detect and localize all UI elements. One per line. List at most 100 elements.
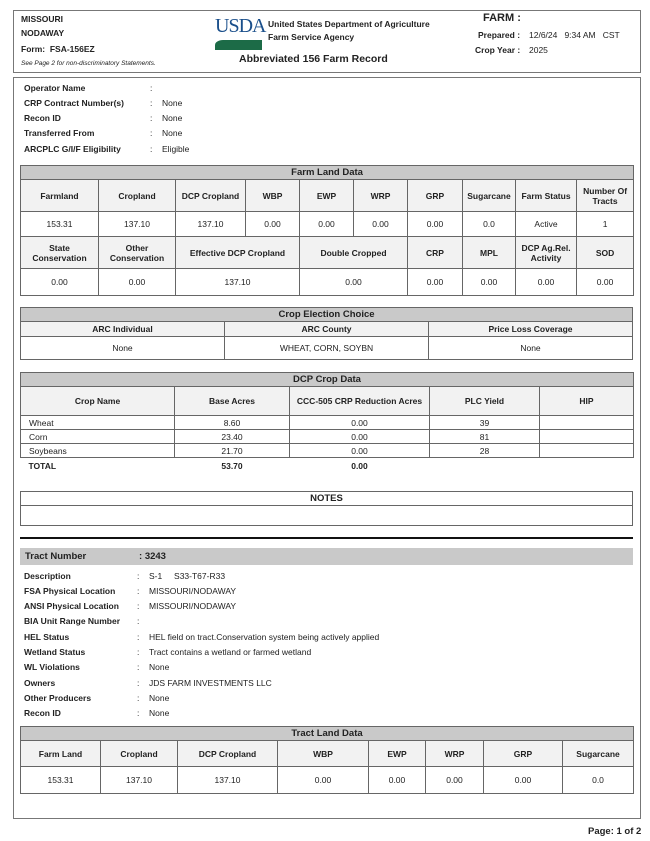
column-header: SOD [575,236,635,269]
table-cell [538,415,635,430]
table-cell: 0.00 [368,766,426,794]
column-header: WBP [245,179,300,212]
tract-land-table: Tract Land Data Farm Land Cropland DCP Cro… [19,726,635,794]
farm-land-table: Farm Land Data Farmland Cropland DCP Cropl… [19,165,635,296]
column-header: Number Of Tracts [575,179,635,212]
tract-number: 3243 [144,551,166,562]
info-value: None [162,97,183,108]
table-cell: 0.0 [561,766,635,794]
info-label: Owners [24,677,56,688]
column-header: Other Conservation [98,236,176,269]
farm-label: FARM : [483,12,521,24]
table-cell: 0.00 [483,766,563,794]
info-row: BIA Unit Range Number: [24,614,149,629]
info-label: Other Producers [24,692,92,703]
form-label: Form: [21,44,46,54]
state: MISSOURI [21,14,64,24]
info-value: None [149,692,170,703]
table-cell: 81 [429,429,540,444]
total-cell: 53.70 [221,460,243,471]
table-cell: 8.60 [174,415,290,430]
tract-land-title: Tract Land Data [19,726,635,741]
table-cell: None [20,336,225,360]
agency-name: United States Department of Agriculture [268,19,430,29]
notes-content [20,505,633,526]
column-header: Price Loss Coverage [428,321,633,337]
info-label: Recon ID [24,113,61,124]
usda-logo: USDA [215,15,266,52]
info-label: Wetland Status [24,647,86,657]
column-header: DCP Cropland [177,740,278,767]
agency-sub: Farm Service Agency [268,32,355,42]
info-row: Recon ID: None [24,111,182,126]
colon: : [137,692,140,703]
colon: : [137,662,140,673]
info-row: WL Violations: None [24,660,169,675]
table-cell [538,429,635,444]
colon: : [150,143,153,154]
colon: : [150,128,153,139]
info-row: ARCPLC G/I/F Eligibility: Eligible [24,141,189,156]
table-cell: 137.10 [175,211,246,237]
info-label: ANSI Physical Location [24,601,119,612]
info-row: Operator Name: [24,80,162,95]
table-row: Corn 23.40 0.00 81 [20,429,635,444]
colon: : [150,113,153,124]
colon: : [137,631,140,642]
column-header: Farm Status [515,179,577,212]
info-label: Operator Name [24,82,86,93]
info-label: FSA Physical Location [24,585,116,596]
column-header: Farm Land [20,740,101,767]
column-header: State Conservation [20,236,99,269]
info-label: HEL Status [24,631,70,642]
column-header: MPL [462,236,516,269]
usda-logo-text: USDA [215,15,266,37]
info-row: Owners: JDS FARM INVESTMENTS LLC [24,675,272,690]
info-value: MISSOURI/NODAWAY [149,601,237,612]
info-row: Transferred From: None [24,126,182,141]
info-value: None [149,662,170,673]
table-cell: 0.00 [462,268,516,296]
column-header: Cropland [100,740,178,767]
table-cell: 137.10 [100,766,178,794]
table-cell: 153.31 [20,766,101,794]
table-cell: 0.00 [289,429,430,444]
column-header: Sugarcane [462,179,516,212]
info-row: Wetland Status: Tract contains a wetland … [24,645,311,660]
info-value: MISSOURI/NODAWAY [149,585,237,596]
info-value: Tract contains a wetland or farmed wetla… [149,647,312,657]
table-cell: 0.00 [289,443,430,458]
table-cell: Soybeans [20,443,175,458]
info-value: None [162,128,183,139]
info-label: WL Violations [24,662,80,673]
colon: : [137,585,140,596]
table-cell: None [428,336,633,360]
info-value: None [162,113,183,124]
info-label: Transferred From [24,128,95,139]
table-cell: 153.31 [20,211,99,237]
crop-year-value: 2025 [529,45,548,55]
column-header: Farmland [20,179,99,212]
colon: : [137,601,140,612]
info-row: FSA Physical Location: MISSOURI/NODAWAY [24,583,236,598]
info-value: HEL field on tract.Conservation system b… [149,631,380,642]
column-header: Base Acres [174,386,290,416]
table-cell: 137.10 [177,766,278,794]
table-cell: 39 [429,415,540,430]
crop-year-label: Crop Year : [475,45,521,55]
table-cell: Wheat [20,415,175,430]
form-row: Form: FSA-156EZ [21,44,95,54]
column-header: GRP [407,179,463,212]
column-header: EWP [299,179,354,212]
table-cell: 0.00 [299,211,354,237]
dcp-title: DCP Crop Data [19,372,635,387]
colon: : [137,708,140,719]
info-row: Other Producers: None [24,690,169,705]
table-cell: 0.00 [98,268,176,296]
column-header: PLC Yield [429,386,540,416]
column-header: CRP [407,236,463,269]
column-header: DCP Ag.Rel. Activity [515,236,577,269]
table-cell: Corn [20,429,175,444]
table-cell: 0.00 [277,766,369,794]
county: NODAWAY [21,28,65,38]
